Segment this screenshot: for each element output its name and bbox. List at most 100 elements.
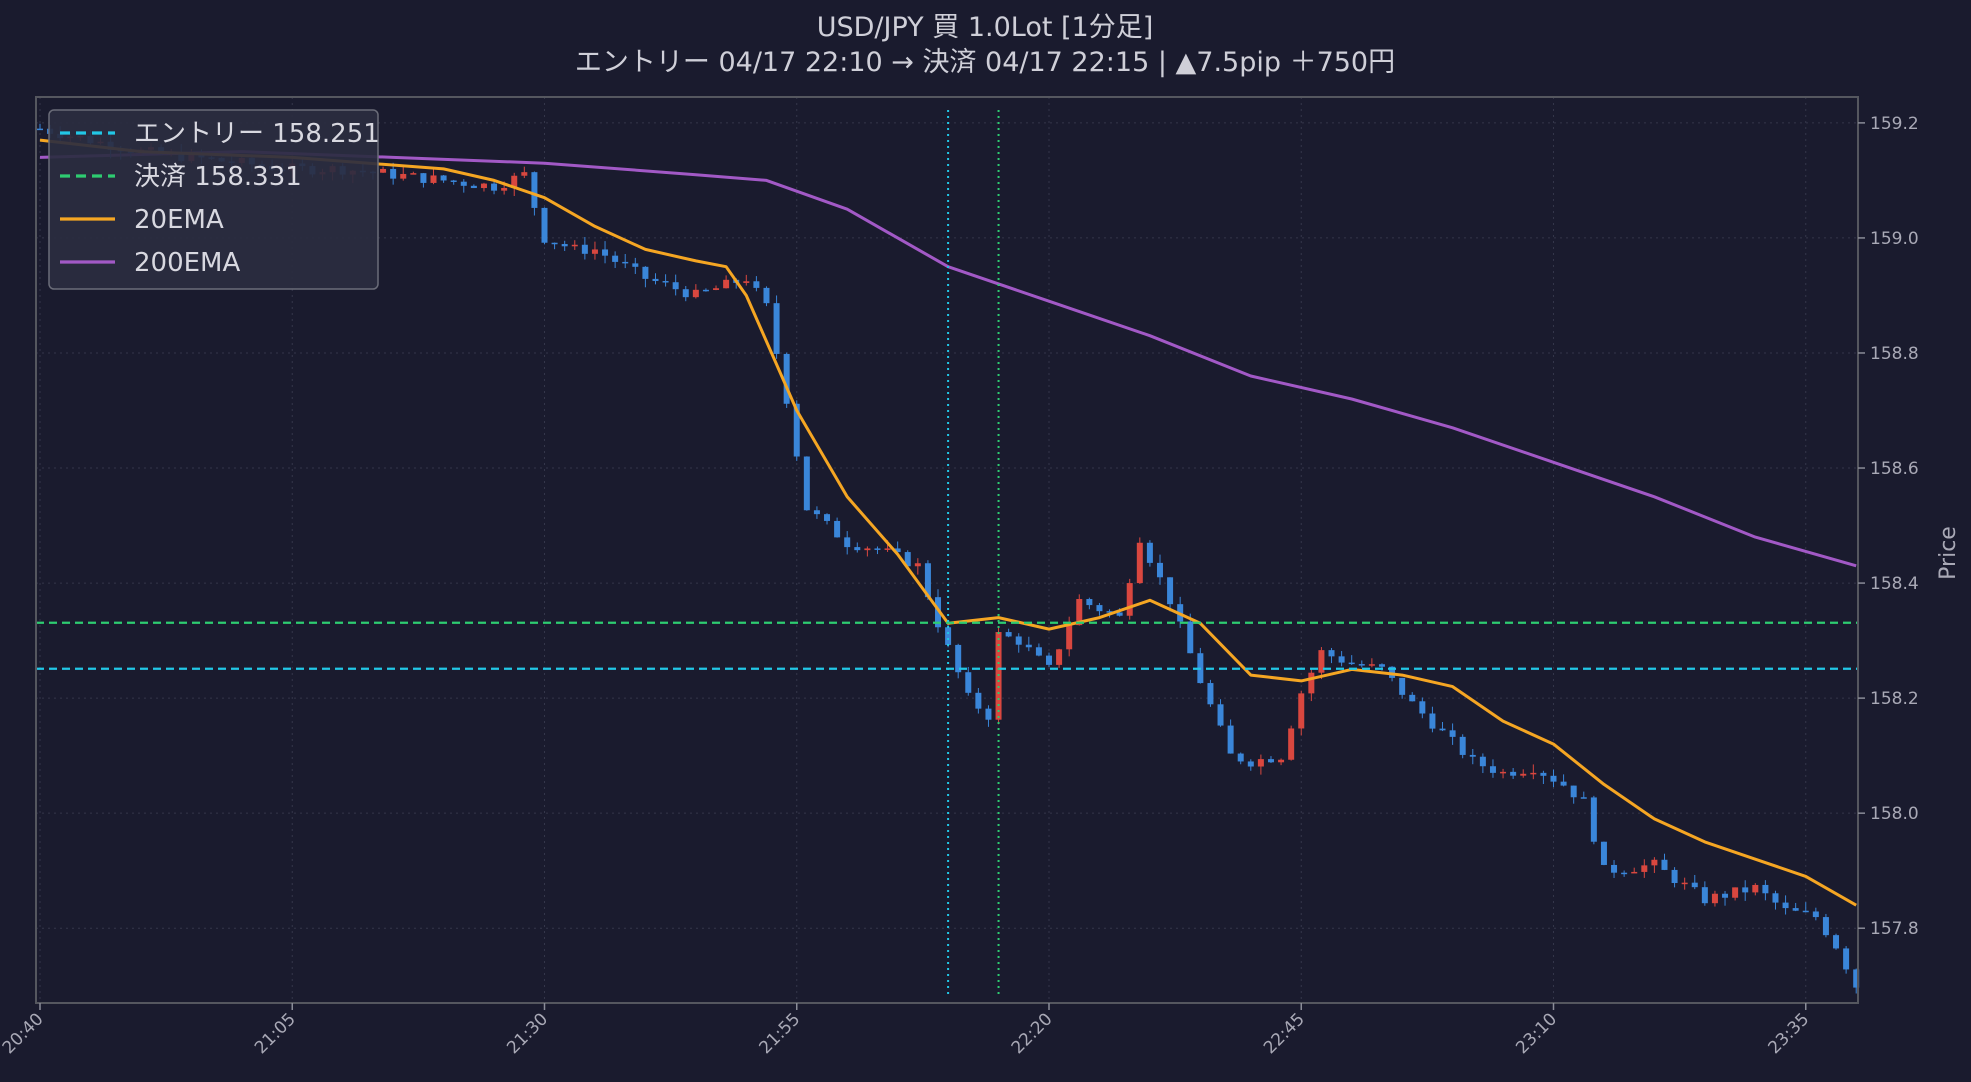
candle-body bbox=[753, 281, 760, 288]
candle-body bbox=[1762, 884, 1769, 894]
candle-body bbox=[1631, 871, 1638, 874]
candle-body bbox=[1449, 730, 1456, 737]
candle-body bbox=[904, 552, 911, 567]
candle-body bbox=[652, 278, 659, 282]
x-tick-label: 21:05 bbox=[251, 1009, 300, 1058]
candle-body bbox=[1146, 542, 1153, 563]
candle-body bbox=[1278, 759, 1285, 763]
candle-body bbox=[1358, 664, 1365, 666]
candle-body bbox=[1752, 884, 1759, 893]
candle-body bbox=[430, 175, 437, 183]
x-tick-label: 21:30 bbox=[503, 1009, 552, 1058]
candle-body bbox=[1328, 650, 1335, 657]
candles bbox=[37, 123, 1860, 994]
candle-body bbox=[864, 548, 871, 551]
candle-body bbox=[37, 128, 43, 131]
candle-body bbox=[1641, 865, 1648, 872]
candle-body bbox=[743, 281, 750, 283]
candle-body bbox=[723, 279, 730, 289]
candle-body bbox=[803, 456, 810, 511]
legend-label: 決済 158.331 bbox=[134, 162, 302, 192]
candle-body bbox=[1207, 683, 1214, 705]
candle-body bbox=[1580, 797, 1587, 799]
candle-body bbox=[400, 173, 407, 179]
candle-body bbox=[813, 510, 820, 515]
candle-body bbox=[1611, 864, 1618, 873]
candle-body bbox=[824, 514, 831, 521]
candle-body bbox=[1409, 694, 1416, 702]
candle-body bbox=[1792, 908, 1799, 911]
candle-body bbox=[874, 548, 881, 550]
candle-body bbox=[642, 266, 649, 279]
candle-body bbox=[1126, 583, 1133, 616]
trade-levels bbox=[36, 110, 1858, 995]
candle-body bbox=[380, 168, 387, 173]
candle-body bbox=[793, 403, 800, 457]
candle-body bbox=[612, 255, 619, 262]
candle-body bbox=[1136, 542, 1143, 584]
candle-body bbox=[1267, 759, 1274, 763]
candle-body bbox=[1732, 887, 1739, 898]
candle-body bbox=[1298, 693, 1305, 729]
candle-body bbox=[1247, 761, 1254, 767]
candle-body bbox=[1459, 736, 1466, 755]
candle-body bbox=[511, 175, 518, 188]
legend-label: 20EMA bbox=[134, 205, 224, 235]
candle-body bbox=[1802, 910, 1809, 913]
candle-body bbox=[1469, 754, 1476, 757]
y-tick-label: 158.2 bbox=[1870, 689, 1919, 709]
candle-body bbox=[955, 644, 962, 673]
candle-body bbox=[1651, 859, 1658, 866]
candle-body bbox=[1288, 728, 1295, 760]
candle-body bbox=[1015, 636, 1022, 645]
candle-body bbox=[1600, 841, 1607, 865]
candle-body bbox=[834, 520, 841, 538]
plot-frame bbox=[35, 96, 1859, 1004]
candle-body bbox=[1217, 704, 1224, 726]
candle-body bbox=[632, 263, 639, 267]
ema200-layer bbox=[39, 150, 1857, 568]
candle-body bbox=[1378, 664, 1385, 667]
candle-body bbox=[1035, 647, 1042, 656]
candle-body bbox=[672, 282, 679, 290]
candle-body bbox=[1439, 728, 1446, 731]
y-tick-label: 158.0 bbox=[1870, 804, 1919, 824]
candle-body bbox=[501, 187, 508, 191]
candle-body bbox=[1590, 797, 1597, 842]
candle-body bbox=[1722, 893, 1729, 898]
candle-body bbox=[1510, 771, 1517, 776]
candle-body bbox=[1742, 887, 1749, 893]
candle-body bbox=[561, 244, 568, 247]
candle-body bbox=[1066, 625, 1073, 650]
y-tick-label: 159.0 bbox=[1870, 229, 1919, 249]
candle-body bbox=[1429, 713, 1436, 729]
legend-box bbox=[48, 109, 379, 290]
legend-label: エントリー 158.251 bbox=[134, 119, 380, 149]
candle-body bbox=[1086, 599, 1093, 606]
candle-body bbox=[763, 287, 770, 304]
candle-body bbox=[1479, 756, 1486, 767]
candle-body bbox=[1489, 766, 1496, 773]
candle-body bbox=[491, 183, 498, 191]
candle-body bbox=[602, 249, 609, 256]
candle-body bbox=[965, 672, 972, 693]
y-tick-label: 158.4 bbox=[1870, 574, 1919, 594]
x-tick-label: 23:10 bbox=[1512, 1009, 1561, 1058]
candle-body bbox=[1772, 893, 1779, 903]
candle-body bbox=[460, 181, 467, 186]
chart-subtitle: エントリー 04/17 22:10 → 決済 04/17 22:15 | ▲7.… bbox=[575, 47, 1395, 78]
candle-body bbox=[1025, 644, 1032, 648]
candle-body bbox=[1812, 911, 1819, 918]
candle-body bbox=[844, 537, 851, 548]
candle-body bbox=[692, 289, 699, 298]
x-tick-label: 22:20 bbox=[1008, 1009, 1057, 1058]
y-axis-label: Price bbox=[1936, 526, 1961, 580]
candle-body bbox=[975, 692, 982, 709]
candle-body bbox=[1076, 599, 1083, 626]
candle-body bbox=[1833, 935, 1840, 949]
x-axis: 20:40 21:05 21:30 21:55 22:20 22:45 23:10 23:35 bbox=[0, 1003, 1813, 1058]
y-tick-label: 158.6 bbox=[1870, 459, 1919, 479]
candle-body bbox=[440, 175, 447, 181]
candle-body bbox=[1560, 781, 1567, 786]
